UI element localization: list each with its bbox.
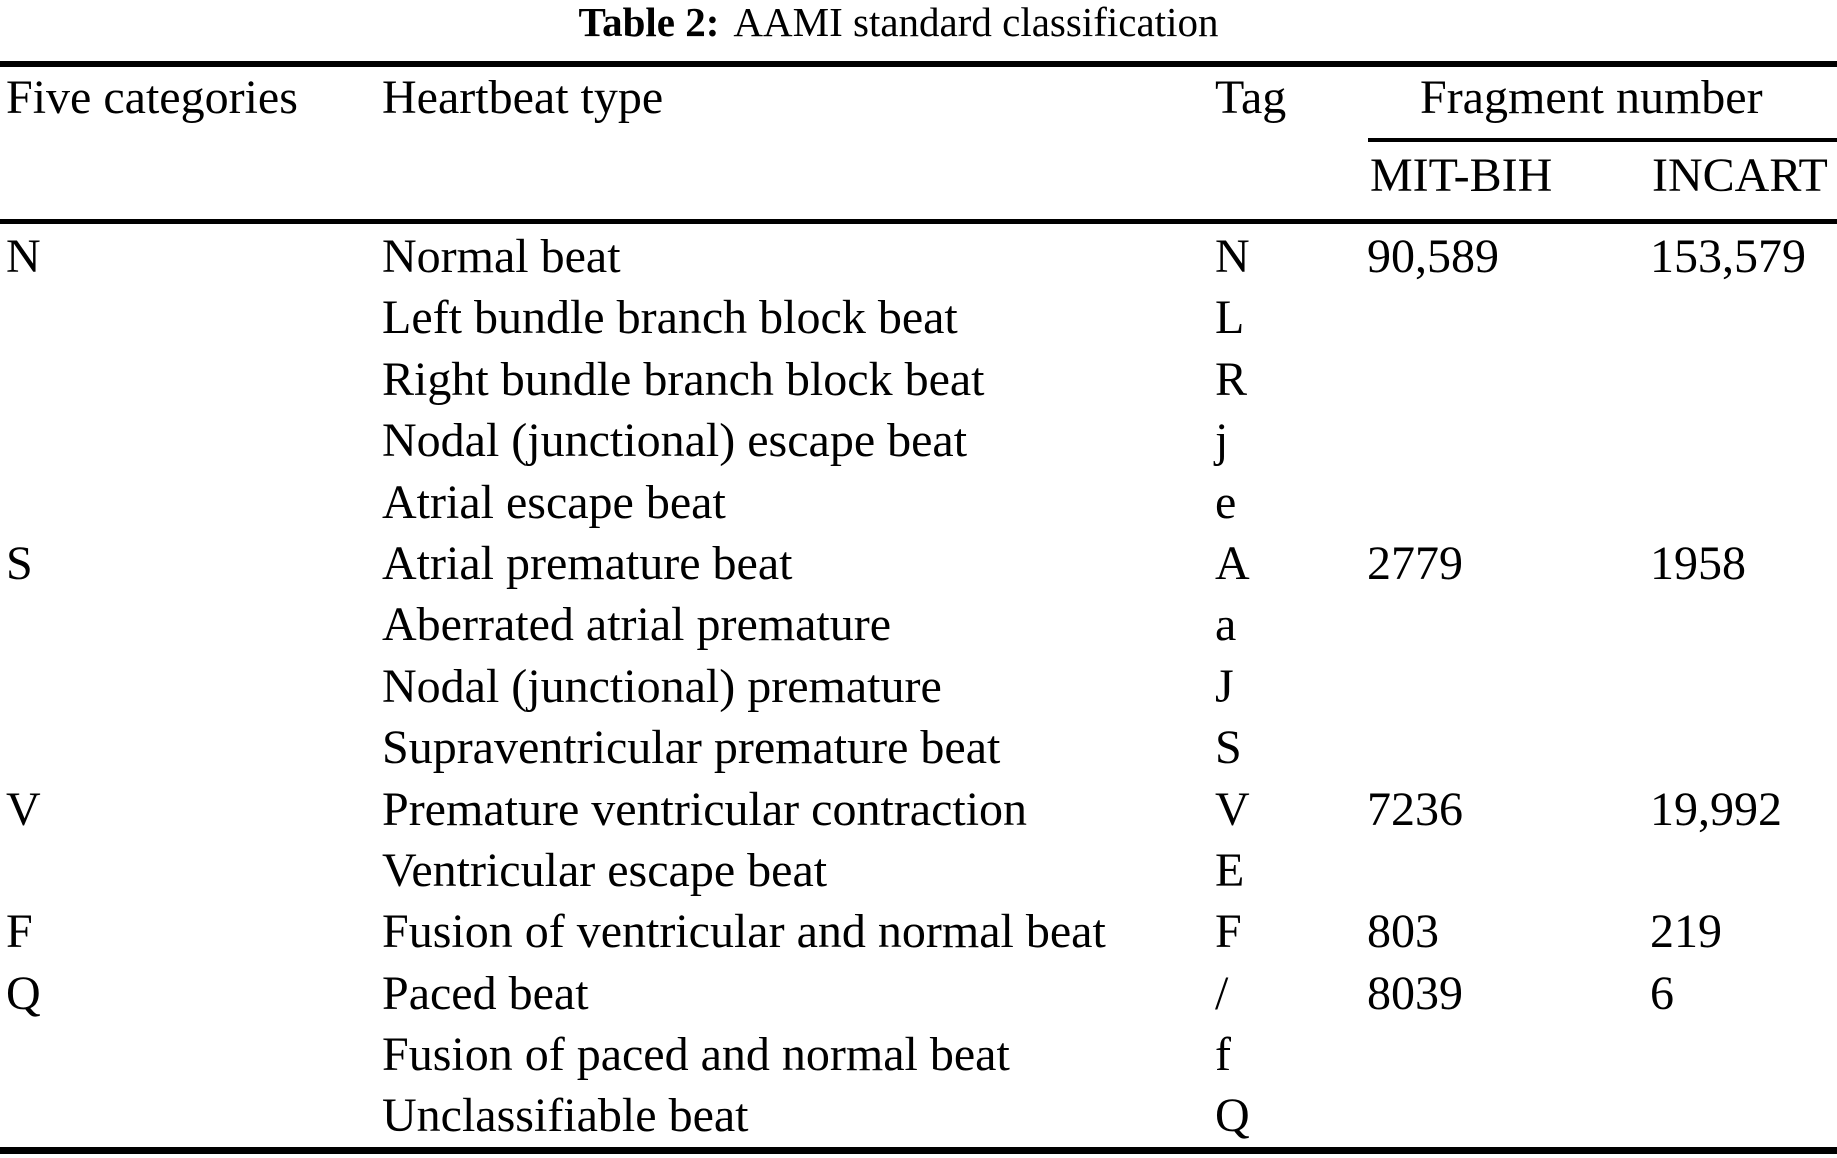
cell-heartbeat-type: Aberrated atrial premature <box>382 598 892 652</box>
table-row: Aberrated atrial premature a <box>0 594 1837 655</box>
table-row: Left bundle branch block beat L <box>0 287 1837 348</box>
cell-incart-count: 219 <box>1650 905 1722 959</box>
cell-heartbeat-type: Fusion of paced and normal beat <box>382 1028 1010 1082</box>
table-row: Supraventricular premature beat S <box>0 717 1837 778</box>
table-caption-text: AAMI standard classification <box>733 0 1219 45</box>
cell-tag: N <box>1215 230 1250 283</box>
cell-heartbeat-type: Nodal (junctional) premature <box>382 659 942 713</box>
cell-incart-count: 153,579 <box>1650 230 1806 283</box>
table-caption: Table 2: AAMI standard classification <box>0 0 1797 45</box>
table-caption-label: Table 2: <box>578 0 720 45</box>
cell-heartbeat-type: Fusion of ventricular and normal beat <box>382 905 1106 959</box>
table-row: Right bundle branch block beat R <box>0 349 1837 410</box>
cell-incart-count: 19,992 <box>1650 782 1782 836</box>
cell-heartbeat-type: Premature ventricular contraction <box>382 782 1028 836</box>
cell-tag: F <box>1215 905 1242 959</box>
cell-heartbeat-type: Paced beat <box>382 966 589 1020</box>
table-row: N Normal beat N 90,589 153,579 <box>0 226 1837 287</box>
table-row: F Fusion of ventricular and normal beat … <box>0 901 1837 962</box>
cell-mitbih-count: 803 <box>1367 905 1439 959</box>
table-top-rule <box>0 61 1837 67</box>
cell-tag: j <box>1215 414 1229 468</box>
table-row: S Atrial premature beat A 2779 1958 <box>0 533 1837 594</box>
cell-category: S <box>6 536 33 590</box>
table-row: Fusion of paced and normal beat f <box>0 1024 1837 1085</box>
table-row: Unclassifiable beat Q <box>0 1085 1837 1146</box>
cell-tag: R <box>1215 352 1248 406</box>
cell-heartbeat-type: Right bundle branch block beat <box>382 352 985 406</box>
table-row: Nodal (junctional) escape beat j <box>0 410 1837 471</box>
cell-mitbih-count: 8039 <box>1367 966 1463 1020</box>
column-header-five-categories: Five categories <box>6 71 298 124</box>
column-header-fragment-number: Fragment number <box>1420 71 1763 124</box>
table-bottom-rule <box>0 1147 1837 1154</box>
cell-heartbeat-type: Ventricular escape beat <box>382 843 828 897</box>
cell-incart-count: 6 <box>1650 966 1674 1020</box>
cell-heartbeat-type: Normal beat <box>382 230 621 283</box>
cell-mitbih-count: 90,589 <box>1367 230 1499 283</box>
cell-tag: e <box>1215 475 1237 529</box>
cell-heartbeat-type: Nodal (junctional) escape beat <box>382 414 968 468</box>
column-header-heartbeat-type: Heartbeat type <box>382 71 664 124</box>
cell-tag: S <box>1215 721 1242 775</box>
cell-tag: V <box>1215 782 1250 836</box>
cell-tag: Q <box>1215 1089 1250 1143</box>
cell-heartbeat-type: Unclassifiable beat <box>382 1089 749 1143</box>
cell-category: V <box>6 782 41 836</box>
header-body-rule <box>0 219 1837 224</box>
cell-category: Q <box>6 966 41 1020</box>
cell-tag: f <box>1215 1028 1231 1082</box>
cell-tag: E <box>1215 843 1245 897</box>
cell-incart-count: 1958 <box>1650 536 1746 590</box>
column-header-tag: Tag <box>1215 71 1287 124</box>
fragment-number-group-rule <box>1368 138 1837 142</box>
cell-heartbeat-type: Atrial escape beat <box>382 475 726 529</box>
table-row: Nodal (junctional) premature J <box>0 656 1837 717</box>
cell-heartbeat-type: Atrial premature beat <box>382 536 793 590</box>
cell-tag: A <box>1215 536 1250 590</box>
table-row: V Premature ventricular contraction V 72… <box>0 779 1837 840</box>
cell-heartbeat-type: Left bundle branch block beat <box>382 291 958 345</box>
table-row: Q Paced beat / 8039 6 <box>0 963 1837 1024</box>
column-header-incart: INCART <box>1652 149 1828 202</box>
table-row: Ventricular escape beat E <box>0 840 1837 901</box>
table-row: Atrial escape beat e <box>0 472 1837 533</box>
cell-tag: J <box>1215 659 1234 713</box>
table-body: N Normal beat N 90,589 153,579 Left bund… <box>0 226 1837 1147</box>
cell-category: F <box>6 905 33 959</box>
cell-tag: a <box>1215 598 1237 652</box>
column-header-mitbih: MIT-BIH <box>1370 149 1553 202</box>
cell-mitbih-count: 7236 <box>1367 782 1463 836</box>
cell-tag: / <box>1215 966 1229 1020</box>
cell-mitbih-count: 2779 <box>1367 536 1463 590</box>
cell-heartbeat-type: Supraventricular premature beat <box>382 721 1001 775</box>
cell-category: N <box>6 230 41 283</box>
cell-tag: L <box>1215 291 1245 345</box>
